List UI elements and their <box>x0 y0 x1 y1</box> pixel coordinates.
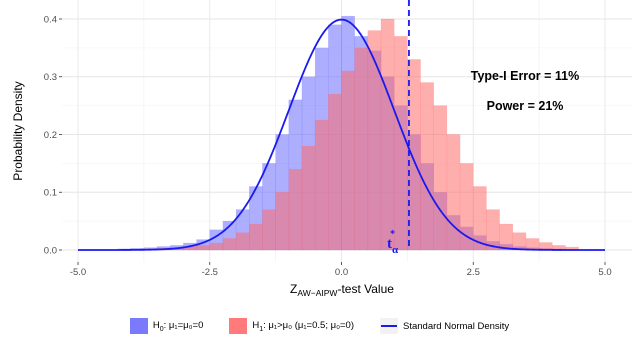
y-tick-label-0: 0.0 <box>44 245 57 256</box>
legend-label-normal-curve: Standard Normal Density <box>403 320 510 332</box>
power-annotation: Power = 21% <box>487 99 564 113</box>
h1-bar-29 <box>486 209 500 251</box>
h1-bar-10 <box>235 232 250 251</box>
standard-normal-curve <box>78 18 605 251</box>
legend-swatch-h1 <box>229 318 248 334</box>
h1-bar-22 <box>393 36 408 251</box>
legend-label-h0: H0: μ₁=μ₀=0 <box>152 319 204 333</box>
type-i-error-annotation: Type-I Error = 11% <box>471 69 580 83</box>
legend-label-h1: H1: μ₁>μ₀ (μ₁=0.5; μ₀=0) <box>252 319 355 333</box>
h1-bar-32 <box>525 238 540 251</box>
x-axis-title: ZAW−AIPW-test Value <box>290 282 394 298</box>
legend: H0: μ₁=μ₀=0 H1: μ₁>μ₀ (μ₁=0.5; μ₀=0) Sta… <box>0 316 639 336</box>
h1-bar-16 <box>314 119 329 251</box>
x-axis: -5.0 -2.5 0.0 2.5 5.0 <box>70 262 612 278</box>
h1-bar-11 <box>249 223 263 251</box>
h1-bar-17 <box>328 93 342 251</box>
x-tick-label-1: -2.5 <box>202 267 218 278</box>
h1-bar-13 <box>275 192 290 251</box>
h1-bar-25 <box>433 105 448 251</box>
x-tick-label-2: 0.0 <box>335 267 348 278</box>
h1-bar-18 <box>341 70 355 251</box>
h1-bar-24 <box>420 82 434 251</box>
h1-bar-12 <box>262 209 276 251</box>
x-tick-label-4: 5.0 <box>598 267 611 278</box>
legend-swatch-normal-curve <box>380 318 399 334</box>
h1-bar-26 <box>446 134 461 251</box>
h1-bar-30 <box>499 223 514 251</box>
h1-bar-31 <box>512 232 527 251</box>
y-tick-label-3: 0.3 <box>44 72 57 83</box>
legend-item-h1: H1: μ₁>μ₀ (μ₁=0.5; μ₀=0) <box>229 318 354 334</box>
x-tick-label-0: -5.0 <box>70 267 86 278</box>
legend-swatch-h0 <box>129 318 148 334</box>
h1-bar-8 <box>209 242 224 251</box>
y-tick-label-1: 0.1 <box>44 188 57 199</box>
h1-bar-15 <box>301 145 316 251</box>
y-tick-label-2: 0.2 <box>44 130 57 141</box>
h1-bar-7 <box>196 245 210 251</box>
y-axis: 0.0 0.1 0.2 0.3 0.4 <box>44 14 62 256</box>
h1-bar-20 <box>367 30 382 251</box>
y-tick-label-4: 0.4 <box>44 14 57 25</box>
legend-item-normal-curve: Standard Normal Density <box>380 318 509 334</box>
h1-bar-19 <box>354 47 369 251</box>
y-axis-title: Probability Density <box>11 81 25 180</box>
x-tick-label-3: 2.5 <box>467 267 480 278</box>
legend-item-h0: H0: μ₁=μ₀=0 <box>129 318 204 334</box>
h1-bar-21 <box>380 18 395 251</box>
h1-bars <box>130 18 579 251</box>
h1-bar-9 <box>222 238 237 251</box>
h1-bar-33 <box>538 242 553 251</box>
h1-bar-14 <box>288 168 303 251</box>
